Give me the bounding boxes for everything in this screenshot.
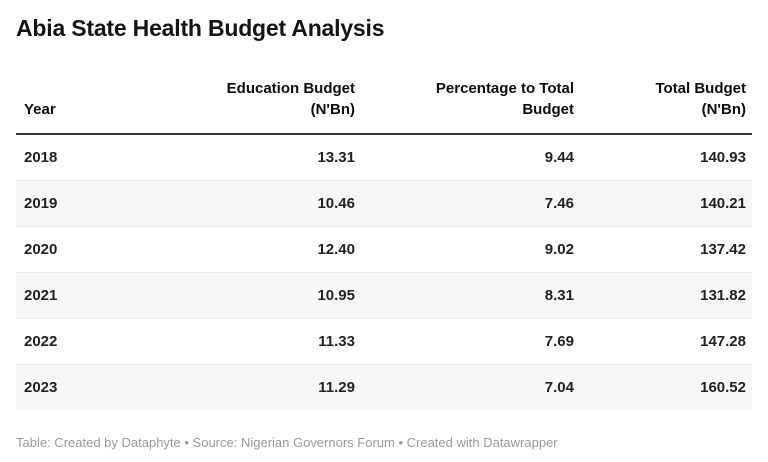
cell-year: 2022 xyxy=(24,333,58,350)
cell-education-budget: 10.95 xyxy=(317,287,355,304)
cell-year: 2018 xyxy=(24,149,58,166)
page-title: Abia State Health Budget Analysis xyxy=(16,15,385,41)
column-header-total-budget: Total Budget (N'Bn) xyxy=(580,78,752,135)
column-header-line: (N'Bn) xyxy=(310,101,355,118)
cell-percentage-to-total: 7.69 xyxy=(544,333,574,350)
table-row: 2022 11.33 7.69 147.28 xyxy=(16,318,752,365)
cell-total-budget: 140.93 xyxy=(700,149,746,166)
budget-table: Year Education Budget (N'Bn) Percentage … xyxy=(16,78,752,410)
cell-education-budget: 13.31 xyxy=(317,149,355,166)
cell-percentage-to-total: 9.02 xyxy=(544,241,574,258)
cell-percentage-to-total: 9.44 xyxy=(544,149,574,166)
column-header-line: (N'Bn) xyxy=(701,101,746,118)
column-header-line: Year xyxy=(24,101,56,118)
column-header-year: Year xyxy=(16,78,196,135)
cell-percentage-to-total: 8.31 xyxy=(544,287,574,304)
cell-year: 2019 xyxy=(24,195,58,212)
column-header-line: Education Budget xyxy=(226,80,355,97)
cell-education-budget: 11.33 xyxy=(318,333,355,350)
cell-percentage-to-total: 7.46 xyxy=(544,195,574,212)
column-header-line: Percentage to Total xyxy=(435,80,574,97)
column-header-education-budget: Education Budget (N'Bn) xyxy=(196,78,361,135)
column-header-percentage-to-total: Percentage to Total Budget xyxy=(361,78,580,135)
cell-year: 2021 xyxy=(24,287,58,304)
cell-education-budget: 10.46 xyxy=(317,195,355,212)
cell-total-budget: 131.82 xyxy=(700,287,746,304)
table-row: 2023 11.29 7.04 160.52 xyxy=(16,364,752,410)
cell-year: 2023 xyxy=(24,379,58,396)
column-header-line: Budget xyxy=(522,101,574,118)
cell-total-budget: 147.28 xyxy=(700,333,746,350)
table-row: 2021 10.95 8.31 131.82 xyxy=(16,272,752,319)
cell-education-budget: 12.40 xyxy=(317,241,355,258)
cell-total-budget: 137.42 xyxy=(700,241,746,258)
table-header-row: Year Education Budget (N'Bn) Percentage … xyxy=(16,78,752,135)
cell-education-budget: 11.29 xyxy=(318,379,355,396)
table-footnote: Table: Created by Dataphyte • Source: Ni… xyxy=(16,435,558,450)
cell-total-budget: 160.52 xyxy=(700,379,746,396)
column-header-line: Total Budget xyxy=(655,80,746,97)
table-row: 2018 13.31 9.44 140.93 xyxy=(16,134,752,181)
cell-percentage-to-total: 7.04 xyxy=(544,379,574,396)
table-row: 2019 10.46 7.46 140.21 xyxy=(16,180,752,227)
table-row: 2020 12.40 9.02 137.42 xyxy=(16,226,752,273)
cell-total-budget: 140.21 xyxy=(700,195,746,212)
cell-year: 2020 xyxy=(24,241,58,258)
